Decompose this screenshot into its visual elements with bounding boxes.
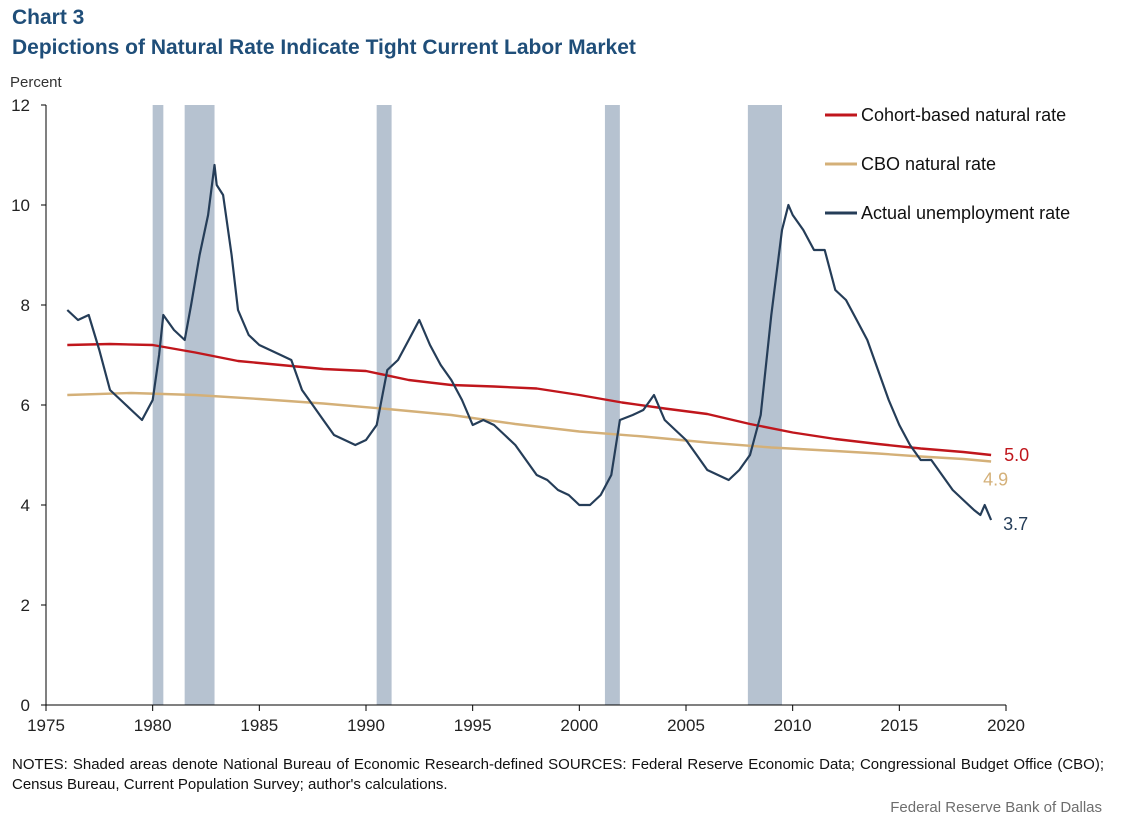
recession-bands bbox=[152, 105, 782, 705]
series-line-1 bbox=[67, 391, 992, 463]
unemployment-chart: Percent 0 2 4 6 8 10 12 1975 1980 1985 1990 1995 200… bbox=[10, 74, 1070, 735]
series-lines bbox=[66, 163, 993, 521]
y-axis-label: Percent bbox=[10, 74, 63, 91]
axes: 0 2 4 6 8 10 12 1975 1980 1985 1990 1995 2000 2005 201… bbox=[11, 96, 1025, 735]
y-tick-label-3: 6 bbox=[21, 396, 30, 415]
legend-label-2: Actual unemployment rate bbox=[861, 203, 1070, 223]
y-tick-label-0: 0 bbox=[21, 696, 30, 715]
x-tick-label-9: 2020 bbox=[987, 716, 1025, 735]
y-tick-label-2: 4 bbox=[21, 496, 30, 515]
chart-number: Chart 3 bbox=[12, 6, 85, 29]
end-labels: 5.0 4.9 3.7 bbox=[983, 445, 1029, 534]
y-tick-label-5: 10 bbox=[11, 196, 30, 215]
y-tick-label-6: 12 bbox=[11, 96, 30, 115]
chart-title: Depictions of Natural Rate Indicate Tigh… bbox=[12, 36, 636, 59]
x-tick-label-4: 1995 bbox=[454, 716, 492, 735]
end-label-2: 3.7 bbox=[1003, 514, 1028, 534]
recession-band-4 bbox=[747, 105, 782, 705]
x-tick-label-1: 1980 bbox=[134, 716, 172, 735]
notes-text: NOTES: Shaded areas denote National Bure… bbox=[12, 756, 1104, 793]
x-tick-label-8: 2015 bbox=[880, 716, 918, 735]
x-tick-label-0: 1975 bbox=[27, 716, 65, 735]
x-tick-label-2: 1985 bbox=[240, 716, 278, 735]
x-tick-label-5: 2000 bbox=[560, 716, 598, 735]
x-tick-label-6: 2005 bbox=[667, 716, 705, 735]
x-tick-label-3: 1990 bbox=[347, 716, 385, 735]
legend: Cohort-based natural rate CBO natural rat… bbox=[825, 105, 1070, 223]
legend-label-0: Cohort-based natural rate bbox=[861, 105, 1066, 125]
recession-band-3 bbox=[604, 105, 620, 705]
end-label-0: 5.0 bbox=[1004, 445, 1029, 465]
legend-label-1: CBO natural rate bbox=[861, 154, 996, 174]
series-line-2 bbox=[66, 163, 993, 521]
series-line-0 bbox=[67, 342, 992, 457]
end-label-1: 4.9 bbox=[983, 470, 1008, 490]
y-tick-label-4: 8 bbox=[21, 296, 30, 315]
source-credit: Federal Reserve Bank of Dallas bbox=[890, 799, 1102, 816]
y-tick-label-1: 2 bbox=[21, 596, 30, 615]
recession-band-2 bbox=[376, 105, 392, 705]
recession-band-0 bbox=[152, 105, 164, 705]
x-tick-label-7: 2010 bbox=[774, 716, 812, 735]
